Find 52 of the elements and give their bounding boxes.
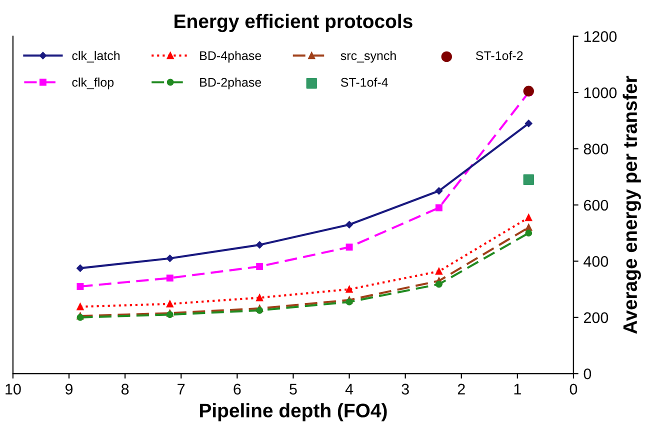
point bbox=[256, 263, 264, 270]
point bbox=[525, 214, 532, 222]
point bbox=[346, 298, 353, 306]
point bbox=[76, 283, 84, 290]
y2-tick-label: 600 bbox=[584, 200, 608, 211]
y2-tick-label: 0 bbox=[584, 368, 592, 380]
y2-tick-label: 1200 bbox=[584, 31, 617, 42]
point bbox=[346, 220, 353, 228]
chart-title: Energy efficient protocols bbox=[174, 14, 412, 32]
legend-label: BD-2phase bbox=[200, 78, 262, 90]
x-tick-label: 6 bbox=[234, 384, 241, 395]
point bbox=[525, 120, 532, 128]
point bbox=[256, 241, 264, 249]
point bbox=[76, 264, 84, 272]
x-tick-label: 0 bbox=[570, 384, 578, 395]
point bbox=[166, 254, 174, 262]
point bbox=[523, 174, 534, 186]
point bbox=[525, 230, 532, 237]
x-axis-title: Pipeline depth (FO4) bbox=[200, 403, 387, 422]
legend-label: clk_flop bbox=[72, 78, 114, 90]
point bbox=[435, 280, 442, 288]
point bbox=[256, 294, 264, 302]
x-tick-label: 4 bbox=[345, 384, 354, 394]
x-tick-label: 5 bbox=[290, 384, 297, 395]
point bbox=[435, 204, 442, 212]
legend-label: ST-1of-2 bbox=[476, 50, 523, 60]
point bbox=[166, 300, 174, 308]
point bbox=[256, 306, 264, 314]
y2-tick-label: 1000 bbox=[584, 87, 617, 98]
point bbox=[435, 187, 443, 195]
y2-tick-label: 800 bbox=[584, 144, 608, 154]
point bbox=[166, 311, 174, 318]
x-tick-label: 10 bbox=[6, 384, 21, 395]
x-tick-label: 9 bbox=[65, 384, 73, 395]
y2-tick-label: 400 bbox=[584, 256, 608, 267]
legend-label: src_synch bbox=[340, 50, 396, 63]
x-tick-label: 7 bbox=[178, 384, 185, 394]
y2-tick-label: 200 bbox=[584, 312, 608, 324]
y2-axis-title: Average energy per transfer bbox=[622, 76, 641, 334]
x-tick-label: 8 bbox=[121, 384, 129, 395]
x-tick-label: 1 bbox=[514, 384, 521, 394]
point bbox=[346, 286, 353, 293]
legend-label: ST-1of-4 bbox=[340, 78, 388, 87]
x-tick-label: 2 bbox=[458, 384, 465, 394]
point bbox=[523, 86, 534, 96]
point bbox=[166, 274, 174, 282]
legend-label: clk_latch bbox=[72, 50, 120, 62]
point bbox=[346, 244, 353, 251]
x-tick-label: 3 bbox=[402, 384, 409, 395]
point bbox=[76, 303, 84, 310]
point bbox=[435, 268, 442, 275]
legend-label: BD-4phase bbox=[200, 50, 262, 63]
